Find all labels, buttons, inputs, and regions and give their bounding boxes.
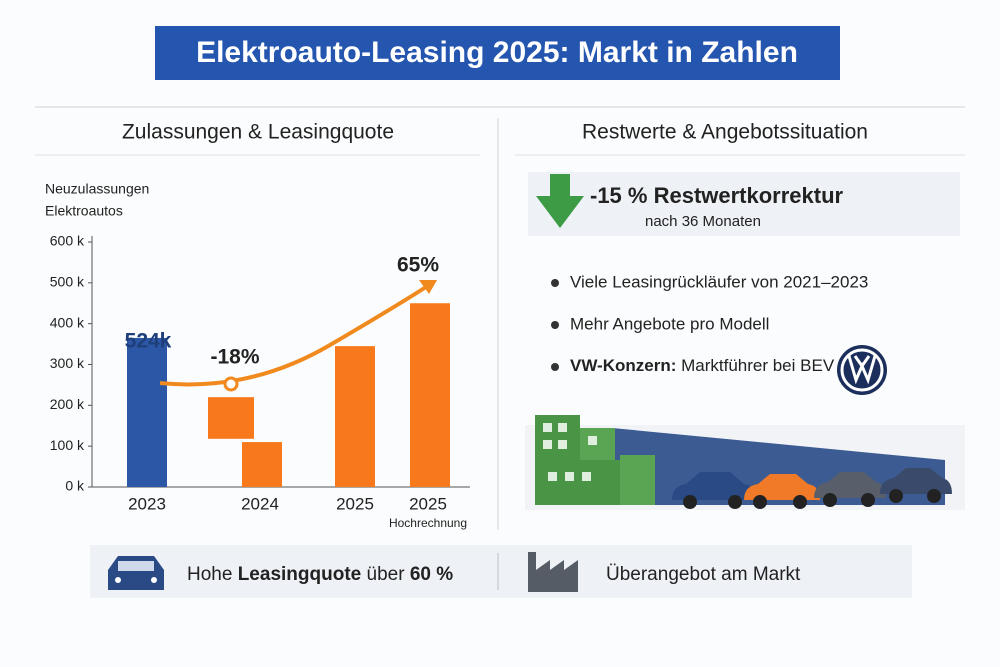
y-tick-label: 500 k	[50, 274, 85, 290]
footer-bar	[90, 545, 912, 598]
annotation: 65%	[397, 254, 439, 277]
car-icon	[108, 556, 164, 590]
bar	[242, 442, 282, 487]
bullet-bold: VW-Konzern:	[570, 356, 676, 375]
left-heading: Zulassungen & Leasingquote	[122, 121, 394, 144]
x-tick-label: 2024	[241, 494, 279, 513]
bullet: Viele Leasingrückläufer von 2021–2023	[570, 272, 868, 291]
vw-logo	[837, 345, 887, 395]
car	[880, 468, 952, 503]
x-tick-label: 2025	[336, 494, 374, 513]
footer-bold: 60 %	[410, 564, 453, 585]
y-tick-label: 400 k	[50, 314, 85, 330]
car	[672, 472, 758, 509]
car	[744, 474, 820, 509]
footer-text: Hohe	[187, 564, 238, 585]
footer-text: über	[361, 564, 410, 585]
bullet-text: Marktführer bei BEV	[676, 356, 834, 375]
footer-bold: Leasingquote	[238, 564, 362, 585]
bullet-dot	[551, 279, 559, 287]
trend-curve	[159, 281, 434, 387]
bar	[410, 303, 450, 487]
y-tick-label: 100 k	[50, 437, 85, 453]
bullet-dot	[551, 321, 559, 329]
footer-left: Hohe Leasingquote über 60 %	[187, 564, 453, 585]
y-tick-label: 200 k	[50, 396, 85, 412]
highlight-box	[528, 172, 960, 236]
y-tick-label: 0 k	[65, 478, 85, 494]
illustration	[525, 415, 965, 510]
highlight-title: -15 % Restwertkorrektur	[590, 183, 844, 208]
factory-icon	[528, 552, 578, 592]
right-heading: Restwerte & Angebotssituation	[582, 121, 868, 144]
x-tick-label: 2025	[409, 494, 447, 513]
y-tick-label: 600 k	[50, 233, 85, 249]
annotation: 524k	[125, 330, 172, 353]
bar-chart: Neuzulassungen Elektroautos 0 k 100 k 200 …	[45, 181, 470, 530]
x-tick-note: Hochrechnung	[389, 516, 467, 530]
title-banner	[155, 26, 840, 80]
floating-bar	[208, 397, 254, 439]
title: Elektroauto-Leasing 2025: Markt in Zahle…	[196, 36, 798, 69]
bar	[335, 346, 375, 487]
car	[814, 472, 886, 507]
trend-arrowhead	[419, 280, 437, 294]
annotation: -18%	[210, 346, 259, 369]
bullet: VW-Konzern: Marktführer bei BEV	[570, 356, 835, 375]
footer-right: Überangebot am Markt	[606, 564, 801, 585]
y-label: Neuzulassungen	[45, 181, 149, 197]
bullet-dot	[551, 363, 559, 371]
highlight-subtitle: nach 36 Monaten	[645, 213, 761, 230]
down-arrow	[536, 174, 584, 228]
trend-point	[223, 376, 239, 392]
bar	[127, 337, 167, 487]
y-label: Elektroautos	[45, 203, 123, 219]
bullet: Mehr Angebote pro Modell	[570, 314, 769, 333]
x-tick-label: 2023	[128, 494, 166, 513]
y-tick-label: 300 k	[50, 355, 85, 371]
